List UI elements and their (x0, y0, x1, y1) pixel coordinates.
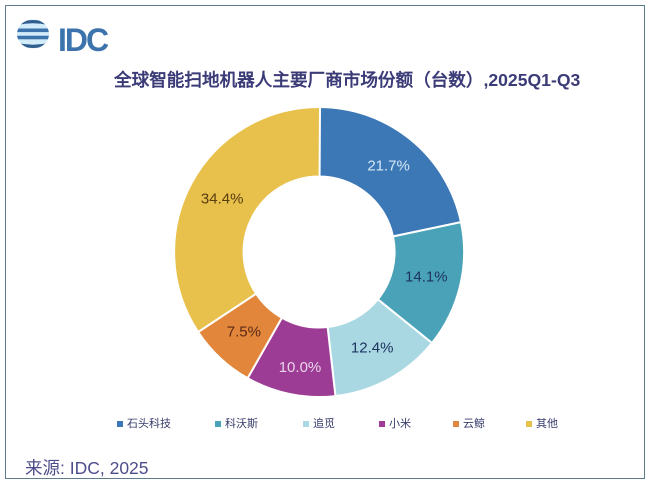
svg-text:34.4%: 34.4% (201, 190, 244, 207)
svg-text:12.4%: 12.4% (351, 340, 394, 357)
svg-text:14.1%: 14.1% (405, 269, 448, 286)
svg-text:7.5%: 7.5% (227, 324, 261, 341)
svg-text:10.0%: 10.0% (279, 359, 322, 376)
svg-text:21.7%: 21.7% (367, 157, 410, 174)
